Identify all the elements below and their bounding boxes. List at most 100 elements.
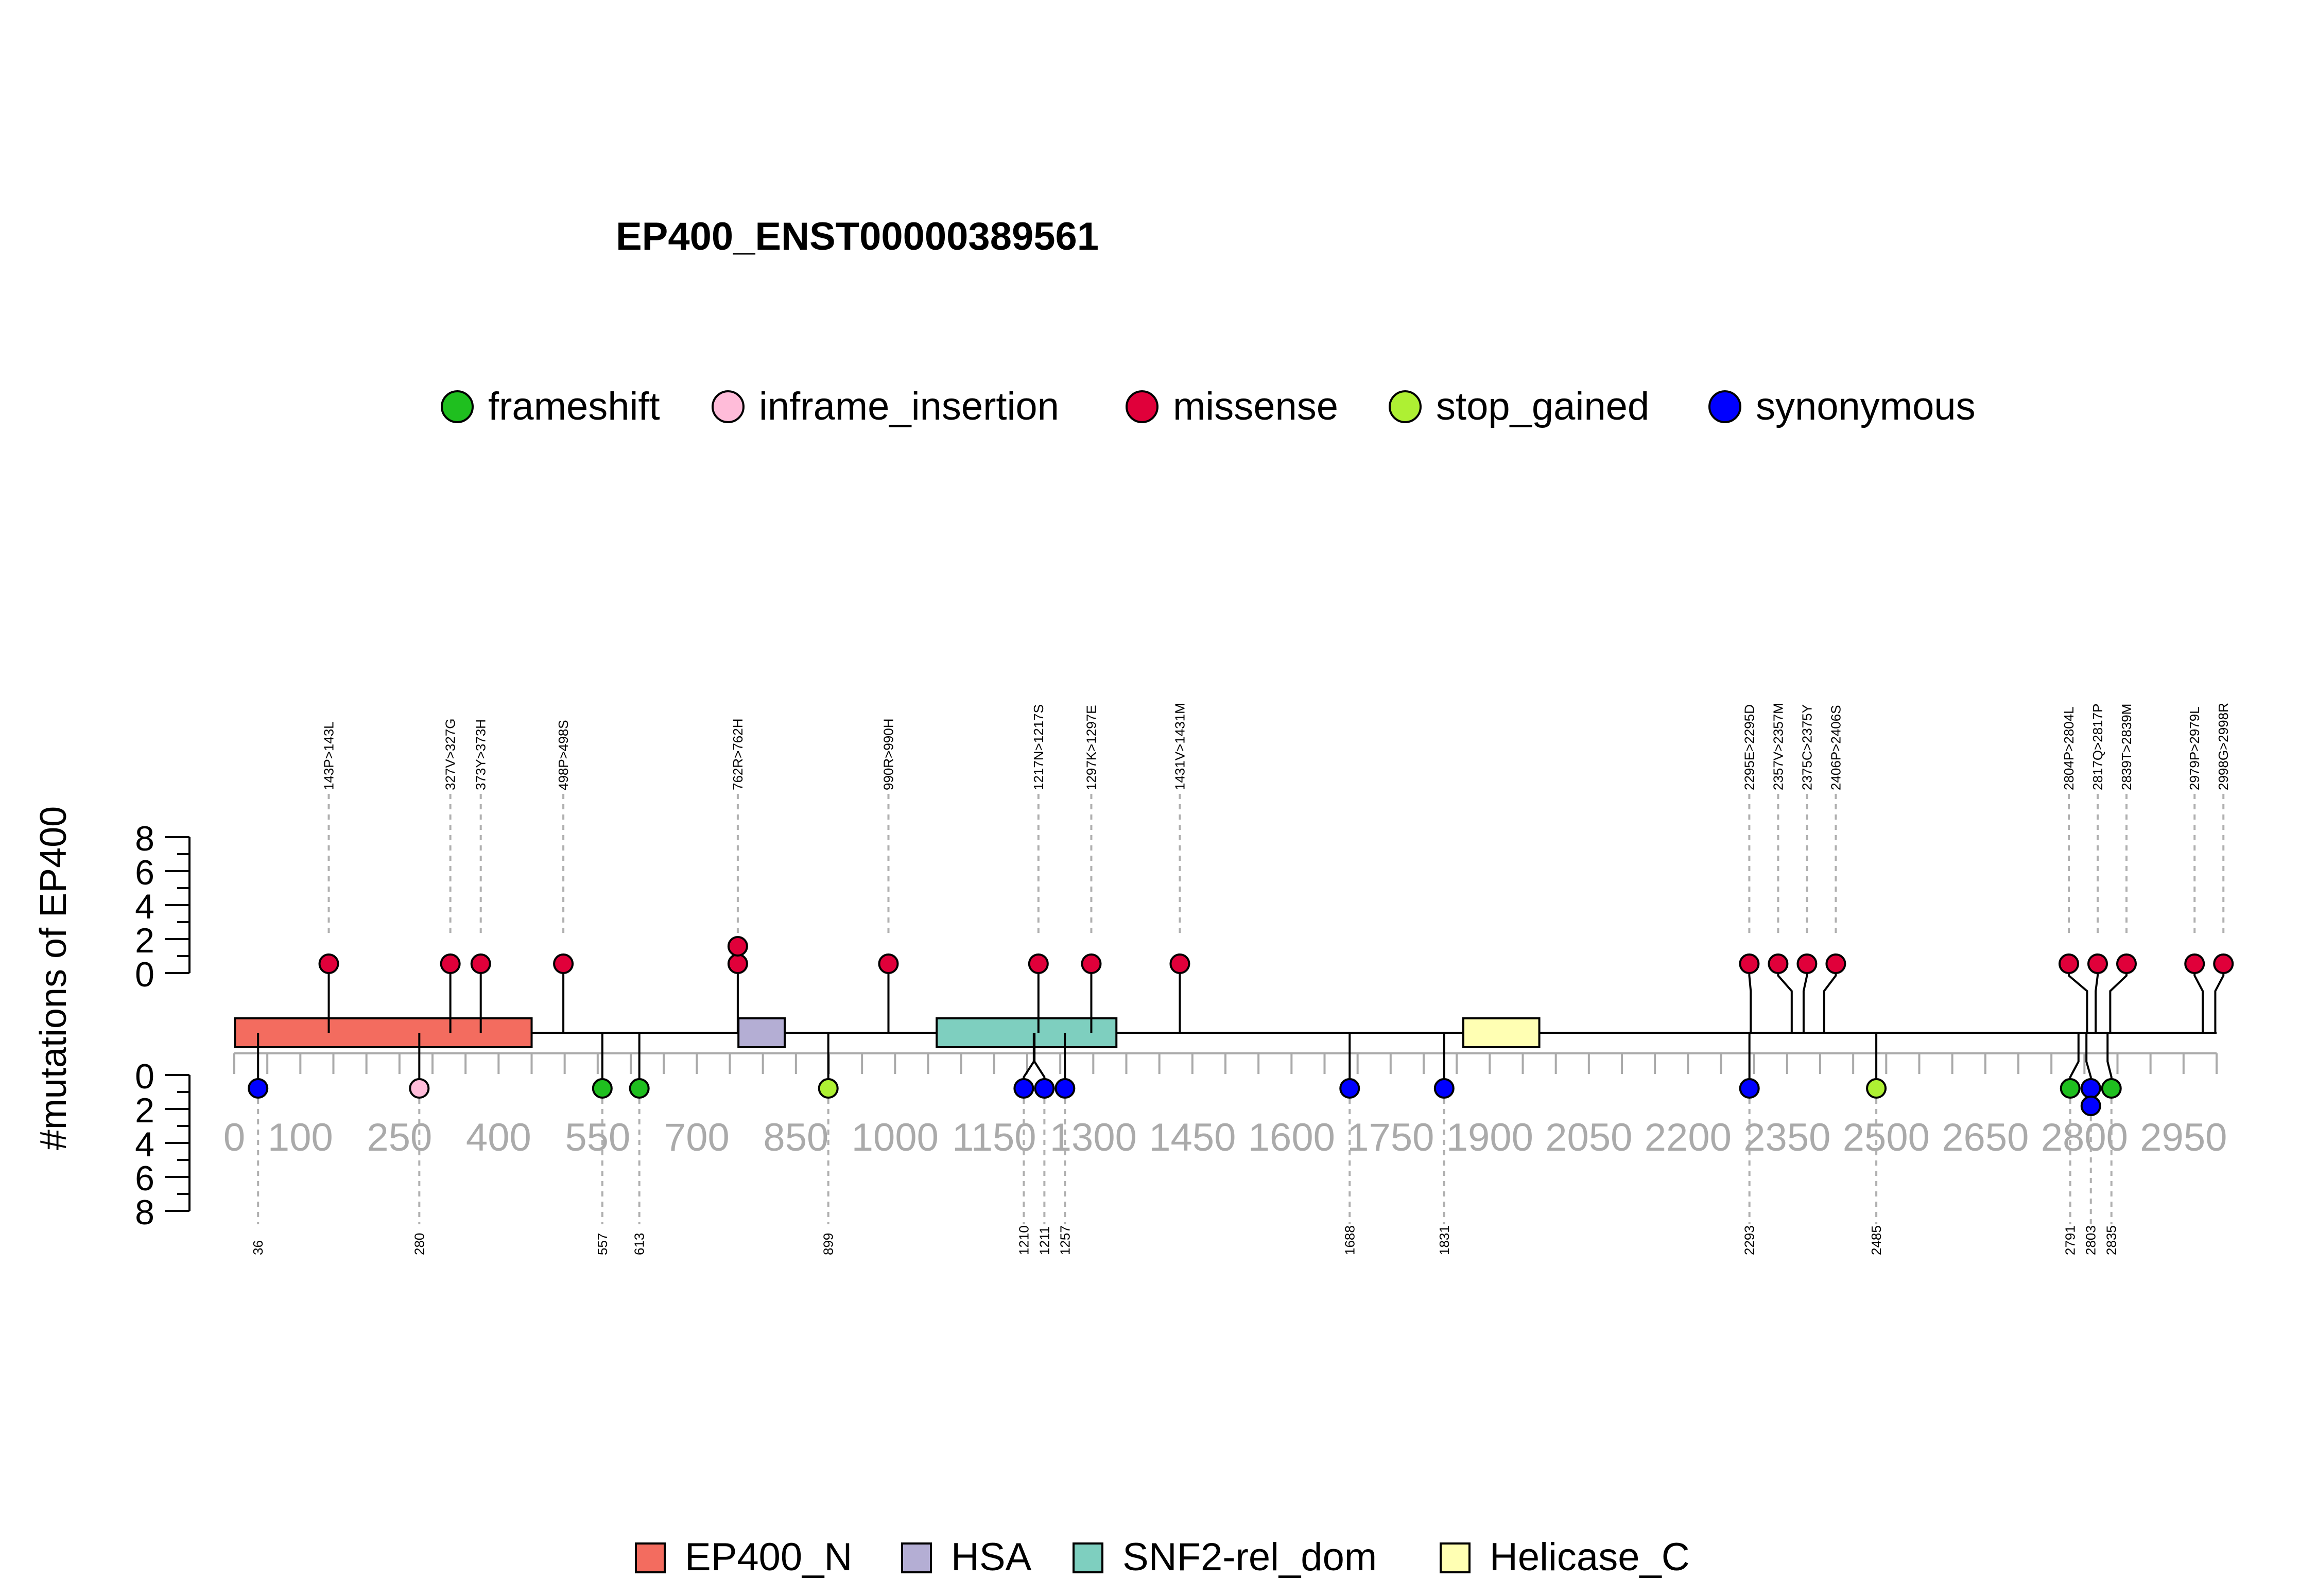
x-tick-label: 1150 <box>952 1116 1036 1159</box>
lollipop-head-stop_gained <box>818 1078 839 1099</box>
mutation-label: 1297K>1297E <box>1083 705 1099 790</box>
x-tick-label: 1450 <box>1149 1116 1236 1159</box>
lollipop-head-frameshift <box>629 1078 650 1099</box>
position-label: 2293 <box>1742 1225 1757 1255</box>
lollipop-head-synonymous <box>1433 1078 1455 1099</box>
mutation-label: 2357V>2357M <box>1770 703 1786 790</box>
mutation-label: 2295E>2295D <box>1741 704 1757 790</box>
mutation-label: 762R>762H <box>730 719 746 791</box>
domain-EP400_N <box>234 1017 533 1048</box>
lollipop-head-stop_gained <box>1866 1078 1887 1099</box>
position-label: 2803 <box>2083 1225 2099 1255</box>
x-tick-label: 400 <box>466 1116 531 1159</box>
domain-legend-swatch-HSA <box>901 1542 932 1573</box>
legend-label-synonymous: synonymous <box>1756 385 1976 428</box>
position-label: 2835 <box>2104 1225 2119 1255</box>
mutation-label: 1431V>1431M <box>1172 703 1187 790</box>
x-tick-label: 2950 <box>2140 1116 2227 1159</box>
x-tick-label: 850 <box>763 1116 828 1159</box>
lollipop-head-missense <box>1169 953 1190 974</box>
domain-legend-swatch-Helicase_C <box>1440 1542 1471 1573</box>
lollipop-head-missense <box>878 953 899 974</box>
x-tick-label: 700 <box>664 1116 730 1159</box>
position-label: 36 <box>250 1240 266 1255</box>
domain-legend-label-EP400_N: EP400_N <box>685 1535 852 1579</box>
domain-HSA <box>737 1017 786 1048</box>
lollipop-stem <box>1748 964 1752 1033</box>
x-tick-label: 2800 <box>2041 1116 2128 1159</box>
lollipop-stem <box>2095 964 2099 1033</box>
domain-legend-label-SNF2-rel_dom: SNF2-rel_dom <box>1122 1535 1377 1579</box>
x-tick-label: 0 <box>223 1116 245 1159</box>
lollipop-head-missense <box>2087 953 2108 974</box>
mutation-label: 2839T>2839M <box>2119 704 2134 790</box>
chart-title: EP400_ENST00000389561 <box>616 215 1099 258</box>
lollipop-head-missense <box>727 936 748 957</box>
position-label: 1688 <box>1342 1225 1357 1255</box>
y-tick-label-top: 4 <box>135 887 154 926</box>
legend-label-inframe_insertion: inframe_insertion <box>759 385 1059 428</box>
mutation-label: 143P>143L <box>321 721 337 790</box>
x-tick-label: 2050 <box>1545 1116 1632 1159</box>
lollipop-head-synonymous <box>1339 1078 1360 1099</box>
legend-label-frameshift: frameshift <box>488 385 660 428</box>
legend-label-stop_gained: stop_gained <box>1436 385 1649 428</box>
domain-legend-label-HSA: HSA <box>951 1535 1032 1579</box>
legend-marker-stop_gained <box>1389 390 1422 423</box>
domain-legend-swatch-EP400_N <box>635 1542 666 1573</box>
x-tick-label: 1600 <box>1248 1116 1335 1159</box>
protein-backbone <box>234 1017 2217 1048</box>
mutation-label: 498P>498S <box>556 720 571 790</box>
position-label: 557 <box>595 1233 610 1255</box>
domain-SNF2-rel_dom <box>936 1017 1118 1048</box>
mutation-label: 2979P>2979L <box>2187 706 2202 790</box>
lollipop-head-missense <box>1796 953 1818 974</box>
mutation-label: 2406P>2406S <box>1828 705 1843 790</box>
x-tick-label: 1900 <box>1446 1116 1533 1159</box>
lollipop-stem <box>1802 964 1808 1033</box>
position-label: 1831 <box>1437 1225 1452 1255</box>
x-tick-label: 250 <box>367 1116 432 1159</box>
mutation-label: 2998G>2998R <box>2216 703 2231 790</box>
x-tick-label: 1000 <box>852 1116 939 1159</box>
legend-marker-synonymous <box>1708 390 1741 423</box>
y-axis-label: #mutations of EP400 <box>33 806 74 1150</box>
x-tick-label: 2500 <box>1843 1116 1930 1159</box>
legend-marker-frameshift <box>441 390 474 423</box>
y-tick-label-bottom: 0 <box>135 1057 154 1096</box>
y-tick-label-bottom: 8 <box>135 1193 154 1232</box>
y-tick-label-top: 8 <box>135 819 154 858</box>
y-tick-label-top: 2 <box>135 921 154 960</box>
lollipop-head-frameshift <box>592 1078 613 1099</box>
domain-legend: EP400_N HSA SNF2-rel_dom Helicase_C <box>635 1535 1690 1579</box>
lollipop-head-frameshift <box>2101 1078 2122 1099</box>
legend-marker-missense <box>1126 390 1158 423</box>
mutation-label: 373Y>373H <box>473 719 489 790</box>
position-label: 899 <box>821 1233 836 1255</box>
lollipop-head-synonymous <box>248 1078 269 1099</box>
domain-Helicase_C <box>1462 1017 1541 1048</box>
lollipop-head-missense <box>553 953 574 974</box>
lollipop-stem <box>2109 964 2128 1033</box>
lollipop-head-missense <box>1739 953 1760 974</box>
lollipop-head-missense <box>2213 953 2234 974</box>
mutation-label: 2375C>2375Y <box>1799 704 1814 790</box>
lollipop-head-missense <box>2059 953 2079 974</box>
lollipop-head-missense <box>727 953 748 974</box>
mutation-lollipops: 143P>143L 327V>327G 373Y>373H 498P>498S 762R… <box>248 703 2234 1255</box>
lollipop-head-missense <box>440 953 461 974</box>
lollipop-stem <box>2214 964 2225 1033</box>
y-tick-label-top: 6 <box>135 853 154 892</box>
lollipop-head-missense <box>1825 953 1846 974</box>
position-label: 280 <box>411 1233 427 1255</box>
lollipop-head-synonymous <box>2080 1096 2101 1116</box>
x-tick-label: 100 <box>268 1116 333 1159</box>
position-label: 2485 <box>1869 1225 1884 1255</box>
mutation-type-legend: frameshift inframe_insertion missense stop_… <box>441 385 1976 428</box>
y-tick-label-top: 0 <box>135 955 154 994</box>
y-tick-label-bottom: 2 <box>135 1091 154 1130</box>
lollipop-stem <box>2193 964 2204 1033</box>
lollipop-head-missense <box>470 953 491 974</box>
mutation-label: 990R>990H <box>881 719 896 791</box>
